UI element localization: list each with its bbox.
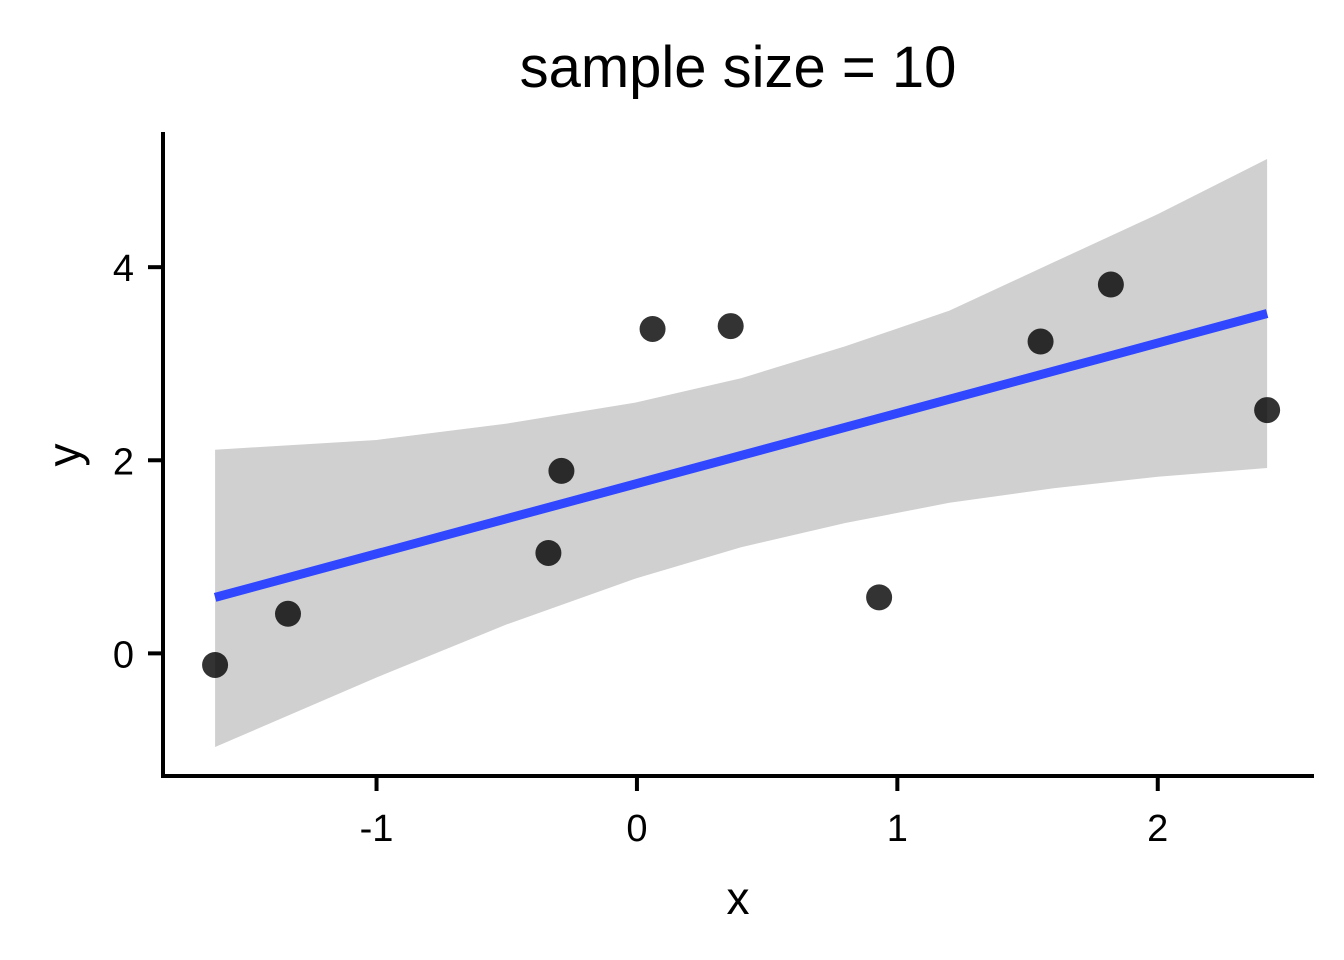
- fit-line-layer: [213, 309, 1269, 602]
- x-axis-title: x: [727, 872, 750, 924]
- fit-line: [213, 309, 1269, 602]
- y-axis-ticks: 0 2 4: [113, 248, 163, 676]
- y-axis-title: y: [38, 444, 90, 467]
- data-point: [202, 651, 229, 678]
- y-tick-label: 0: [113, 634, 134, 676]
- x-tick-label: -1: [360, 808, 394, 850]
- data-point: [1254, 397, 1281, 424]
- data-point: [866, 584, 893, 611]
- data-point: [535, 539, 562, 566]
- y-tick-label: 2: [113, 441, 134, 483]
- x-axis-ticks: -1 0 1 2: [360, 776, 1168, 850]
- data-point: [274, 600, 301, 627]
- data-point: [1027, 328, 1054, 355]
- data-point: [717, 313, 744, 340]
- data-point: [639, 315, 666, 342]
- chart-title: sample size = 10: [520, 35, 957, 100]
- data-point: [548, 457, 575, 484]
- x-tick-label: 0: [626, 808, 647, 850]
- x-tick-label: 1: [887, 808, 908, 850]
- points-layer: [202, 271, 1281, 678]
- y-tick-label: 4: [113, 248, 134, 290]
- x-tick-label: 2: [1147, 808, 1168, 850]
- data-point: [1097, 271, 1124, 298]
